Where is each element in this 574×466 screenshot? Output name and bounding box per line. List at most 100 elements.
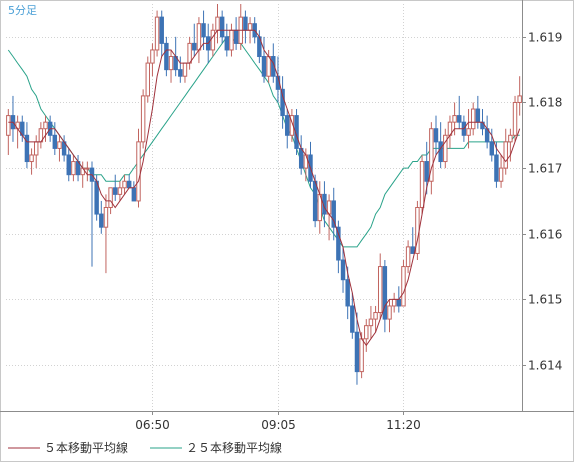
- candle-body: [168, 56, 174, 71]
- candle-body: [401, 266, 406, 307]
- candle-body: [494, 154, 499, 182]
- candle-body: [57, 141, 62, 149]
- candle-body: [219, 16, 225, 38]
- candle-body: [29, 154, 34, 163]
- candle-body: [475, 108, 481, 123]
- y-tick-label: 1.614: [528, 359, 562, 373]
- candle-body: [298, 147, 304, 169]
- candle-body: [103, 207, 109, 228]
- candle-body: [391, 298, 397, 307]
- legend: ５本移動平均線 ２５本移動平均線: [8, 440, 282, 455]
- candle-body: [108, 187, 113, 209]
- candle-body: [405, 246, 411, 268]
- candle-body: [373, 312, 378, 320]
- candle-body: [336, 226, 341, 261]
- candle-body: [159, 16, 164, 44]
- legend-ma25-label: ２５本移動平均線: [186, 440, 282, 455]
- candle-body: [145, 62, 151, 97]
- candle-body: [243, 16, 248, 31]
- y-tick-label: 1.616: [528, 228, 562, 242]
- candle-body: [247, 23, 253, 31]
- candle-body: [99, 213, 104, 228]
- candle-body: [387, 305, 392, 320]
- candle-body: [261, 56, 267, 77]
- candle-body: [126, 180, 132, 189]
- candle-body: [452, 115, 457, 123]
- candle-body: [182, 62, 188, 77]
- candle-body: [410, 246, 415, 254]
- x-tick-label: 06:50: [135, 418, 170, 432]
- candle-body: [354, 331, 360, 373]
- candle-body: [66, 154, 71, 176]
- candle-body: [122, 180, 127, 189]
- candle-body: [489, 141, 495, 156]
- candle-body: [136, 141, 141, 202]
- ma5-series: [8, 29, 521, 347]
- x-tick-label: 11:20: [386, 418, 421, 432]
- candle-body: [43, 121, 48, 130]
- candle-body: [285, 115, 290, 136]
- candle-body: [350, 305, 355, 333]
- candle-body: [196, 23, 202, 51]
- candle-body: [312, 180, 318, 222]
- axes: 1.614 1.615 1.616 1.617 1.618 1.619 06:50 09:05…: [0, 0, 574, 432]
- candle-body: [396, 298, 402, 307]
- candle-body: [322, 193, 327, 215]
- candle-body: [271, 56, 276, 77]
- candle-body: [419, 161, 425, 208]
- candle-body: [508, 134, 513, 143]
- y-tick-label: 1.619: [528, 31, 562, 45]
- y-tick-label: 1.618: [528, 96, 562, 110]
- candle-body: [224, 36, 230, 51]
- candle-body: [154, 16, 160, 51]
- candle-body: [280, 88, 285, 117]
- candle-body: [192, 42, 197, 51]
- candle-body: [503, 141, 508, 169]
- candle-body: [215, 16, 220, 31]
- candle-body: [498, 167, 504, 182]
- candle-body: [438, 141, 443, 163]
- candle-body: [470, 108, 476, 130]
- grid: [6, 4, 522, 411]
- candle-body: [429, 128, 434, 182]
- candle-body: [359, 338, 364, 373]
- candle-body: [289, 115, 295, 136]
- x-tick-label: 09:05: [261, 418, 296, 432]
- candle-body: [229, 29, 234, 51]
- candle-body: [303, 154, 309, 169]
- candle-body: [24, 134, 30, 163]
- candle-body: [71, 161, 76, 176]
- candle-body: [113, 187, 118, 195]
- candle-body: [443, 134, 448, 163]
- candle-body: [52, 134, 58, 149]
- candle-body: [457, 115, 462, 123]
- candle-body: [233, 29, 239, 44]
- candle-body: [131, 187, 137, 202]
- legend-ma5-label: ５本移動平均線: [44, 440, 128, 455]
- candle-body: [512, 101, 518, 136]
- candle-body: [364, 325, 369, 340]
- candle-body: [164, 42, 169, 71]
- candle-body: [382, 266, 388, 320]
- candle-body: [433, 128, 439, 143]
- timeframe-label: 5分足: [8, 4, 37, 17]
- candle-body: [33, 141, 39, 156]
- candle-body: [150, 49, 155, 64]
- candle-body: [466, 128, 471, 136]
- candle-body: [6, 115, 11, 136]
- candle-body: [345, 279, 350, 307]
- y-tick-label: 1.617: [528, 162, 562, 176]
- candle-body: [266, 56, 271, 77]
- ma5-line: [8, 29, 521, 347]
- candle-body: [117, 187, 123, 195]
- candle-body: [340, 259, 346, 281]
- candle-body: [140, 95, 146, 143]
- candle-body: [178, 69, 183, 77]
- y-tick-label: 1.615: [528, 293, 562, 307]
- candle-body: [424, 161, 429, 182]
- candle-body: [210, 29, 216, 51]
- candle-body: [201, 23, 206, 38]
